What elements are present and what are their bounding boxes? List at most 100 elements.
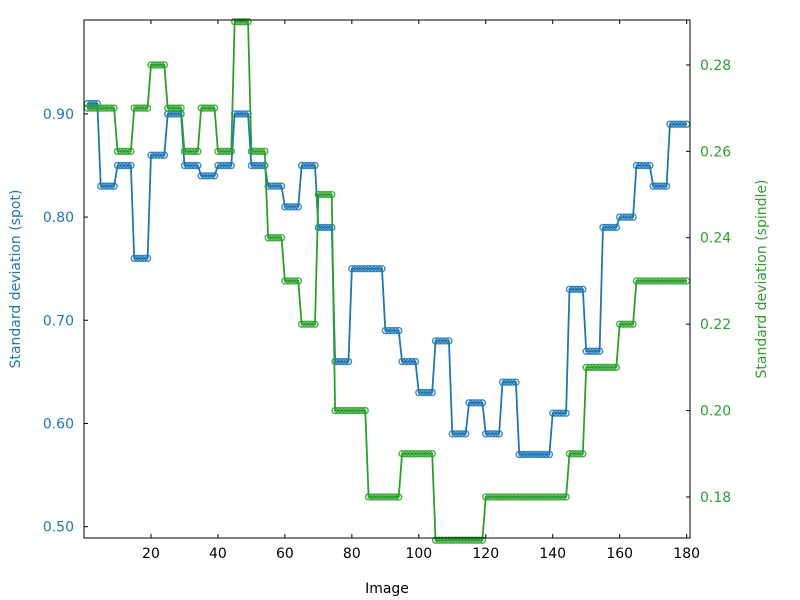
data-point-left [475,399,483,407]
data-point-right [532,493,540,501]
data-point-right [324,190,333,199]
data-point-right [508,493,517,501]
data-point-right [579,450,587,458]
data-point-right [251,147,259,156]
series-line-right [87,20,687,542]
data-point-left [649,182,657,190]
data-point-left [559,409,567,417]
data-point-right [318,190,326,199]
series-right [83,18,691,544]
data-point-right [123,147,132,156]
data-point-left [528,450,537,459]
data-point-right [565,450,574,458]
data-point-right [669,277,677,285]
data-point-right [227,147,236,156]
data-point-left [184,161,192,170]
data-point-left [461,430,470,438]
data-point-left [110,182,118,190]
data-point-right [666,277,674,285]
x-tick-label: 80 [343,546,361,562]
x-tick-label: 100 [405,546,432,562]
data-point-right [505,493,513,501]
data-point-right [311,320,319,328]
data-point-right [224,147,232,156]
x-tick-label: 140 [539,546,566,562]
data-point-left [294,203,302,211]
data-point-right [271,234,279,242]
data-point-right [267,234,276,242]
data-point-right [559,493,567,501]
data-point-left [492,430,500,438]
data-point-left [632,161,641,170]
data-point-left [338,357,346,366]
data-point-left [666,120,674,128]
plot-frame [83,19,691,539]
data-point-left [344,357,353,366]
data-point-right [157,61,165,69]
data-point-left [488,430,497,438]
data-point-right [425,450,433,458]
data-point-right [314,190,323,199]
data-point-right [679,277,687,285]
data-point-left [143,254,152,263]
data-point-left [190,161,199,170]
data-point-left [318,223,326,232]
data-point-left [472,399,480,407]
data-point-left [549,409,557,417]
data-point-right [207,104,215,112]
data-point-left [512,378,520,386]
y-left-tick-label: 0.60 [43,416,74,432]
data-point-left [418,388,426,397]
data-point-right [371,493,379,501]
x-axis-label: Image [365,581,409,597]
y-left-tick-label: 0.50 [43,520,74,536]
data-point-right [461,536,470,544]
data-point-right [592,363,600,372]
data-point-left [157,151,165,159]
data-point-right [358,406,366,415]
data-point-right [257,147,266,156]
data-point-right [174,104,182,112]
y-left-tick-label: 0.80 [43,210,74,226]
data-point-left [438,337,446,345]
data-point-left [97,182,105,190]
data-point-left [458,430,467,438]
data-point-left [669,120,677,128]
data-point-left [495,430,503,438]
data-point-left [646,161,654,170]
data-point-left [227,161,236,170]
data-point-right [97,104,105,112]
data-point-right [428,450,436,458]
x-tick-label: 40 [209,546,227,562]
data-point-right [274,234,282,242]
data-point-right [160,61,169,69]
data-point-right [368,493,376,501]
data-point-left [107,182,115,190]
data-point-left [127,161,135,170]
x-tick-label: 160 [606,546,633,562]
data-point-left [599,223,607,232]
data-point-right [395,493,403,501]
y-right-tick-label: 0.20 [700,404,731,420]
data-point-right [438,536,446,544]
data-point-right [194,147,202,156]
data-point-left [679,120,687,128]
data-point-right [649,277,657,285]
data-point-right [184,147,192,156]
data-point-right [210,104,219,112]
data-point-left [251,161,259,170]
data-point-right [418,450,426,458]
data-point-left [194,161,202,170]
data-point-left [575,285,584,294]
data-point-left [247,161,256,170]
data-point-right [612,363,621,372]
data-point-left [478,399,487,407]
data-point-left [341,357,349,366]
y-right-tick-label: 0.24 [700,231,731,247]
data-point-left [321,223,329,232]
data-point-left [297,161,306,170]
data-point-right [595,363,604,372]
data-point-left [391,326,400,335]
data-point-left [642,161,651,170]
data-point-left [271,182,279,190]
